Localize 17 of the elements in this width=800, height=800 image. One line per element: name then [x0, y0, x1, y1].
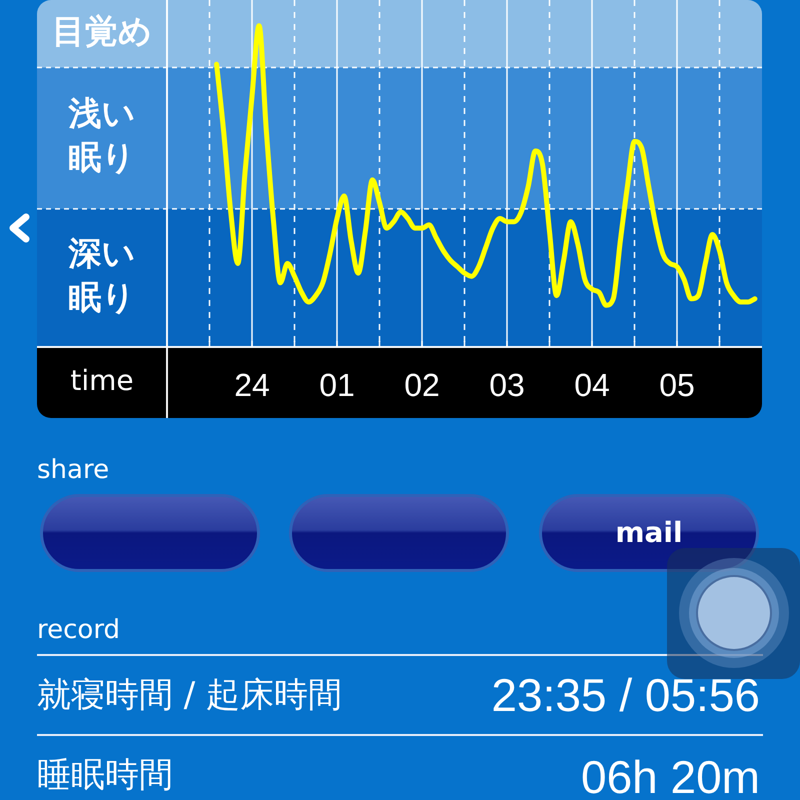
band-label: 目覚め [52, 11, 152, 50]
x-axis-title: time [70, 364, 134, 397]
x-tick-label: 04 [574, 367, 610, 404]
text: share [37, 455, 110, 485]
pill-button: mail [539, 494, 759, 572]
text: record [37, 615, 120, 645]
text: 就寝時間 / 起床時間 [37, 675, 342, 715]
x-tick-label: 24 [234, 367, 270, 404]
x-tick-label: 03 [489, 367, 525, 404]
x-tick-label: 02 [404, 367, 440, 404]
band-label: 深い眠り [68, 234, 136, 316]
band-label: 浅い眠り [68, 94, 136, 177]
text: 睡眠時間 [37, 755, 173, 795]
text: 06h 20m [580, 751, 760, 800]
x-tick-label: 05 [659, 367, 695, 404]
text: 23:35 / 05:56 [491, 669, 760, 721]
x-tick-label: 01 [319, 367, 355, 404]
